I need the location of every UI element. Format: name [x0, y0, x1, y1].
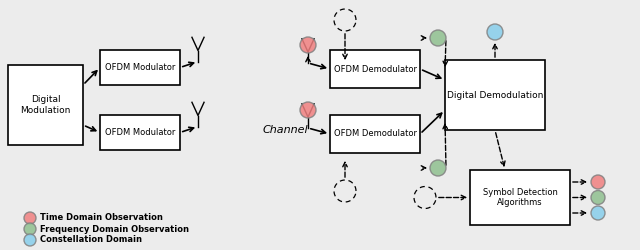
Text: OFDM Demodulator: OFDM Demodulator: [333, 64, 417, 74]
Circle shape: [24, 234, 36, 246]
FancyBboxPatch shape: [100, 115, 180, 150]
Circle shape: [430, 30, 446, 46]
FancyBboxPatch shape: [100, 50, 180, 85]
FancyBboxPatch shape: [330, 115, 420, 153]
Circle shape: [300, 37, 316, 53]
FancyBboxPatch shape: [470, 170, 570, 225]
Circle shape: [487, 24, 503, 40]
Text: Constellation Domain: Constellation Domain: [40, 236, 142, 244]
Text: Digital Demodulation: Digital Demodulation: [447, 90, 543, 100]
Text: OFDM Modulator: OFDM Modulator: [105, 128, 175, 137]
Text: Time Domain Observation: Time Domain Observation: [40, 214, 163, 222]
Circle shape: [591, 206, 605, 220]
Circle shape: [430, 160, 446, 176]
Circle shape: [24, 212, 36, 224]
Circle shape: [300, 102, 316, 118]
Circle shape: [591, 190, 605, 204]
Text: OFDM Modulator: OFDM Modulator: [105, 63, 175, 72]
Text: OFDM Demodulator: OFDM Demodulator: [333, 130, 417, 138]
Circle shape: [24, 223, 36, 235]
Text: Frequency Domain Observation: Frequency Domain Observation: [40, 224, 189, 234]
FancyBboxPatch shape: [445, 60, 545, 130]
Text: Digital
Modulation: Digital Modulation: [20, 95, 70, 115]
Text: Channel: Channel: [262, 125, 308, 135]
Circle shape: [591, 175, 605, 189]
Text: Symbol Detection
Algorithms: Symbol Detection Algorithms: [483, 188, 557, 207]
FancyBboxPatch shape: [330, 50, 420, 88]
FancyBboxPatch shape: [8, 65, 83, 145]
